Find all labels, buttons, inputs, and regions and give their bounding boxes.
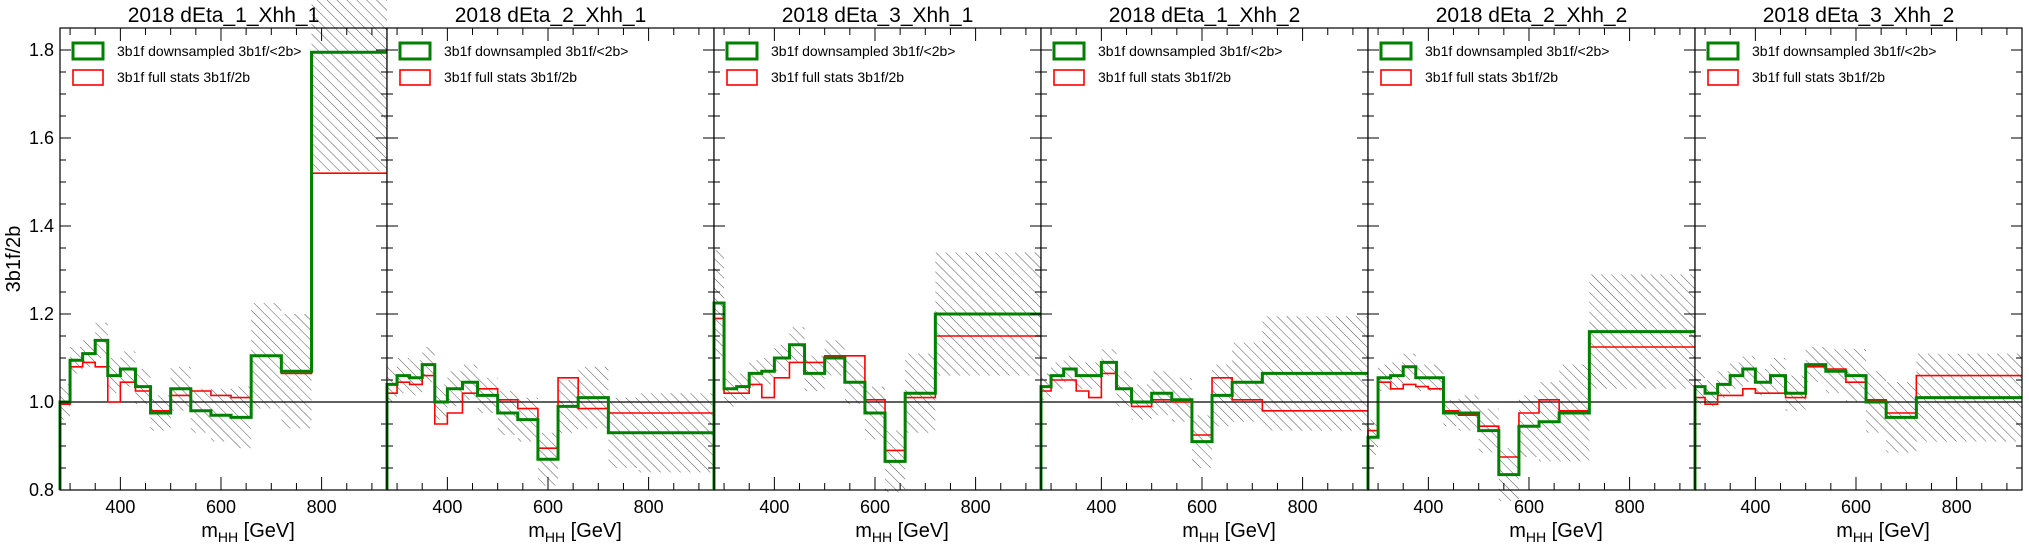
x-tick-label: 800 (1288, 497, 1318, 517)
legend: 3b1f downsampled 3b1f/<2b> 3b1f full stat… (71, 41, 301, 86)
x-axis-label: mHH [GeV] (1182, 520, 1276, 544)
series-downsampled (1693, 363, 2022, 490)
x-tick-label: 400 (432, 497, 462, 517)
x-axis-label: mHH [GeV] (528, 520, 622, 544)
panel-title: 2018 dEta_1_Xhh_2 (1109, 4, 1301, 27)
x-tick-label: 400 (105, 497, 135, 517)
x-tick-label: 800 (634, 497, 664, 517)
x-axis-label: mHH [GeV] (855, 520, 949, 544)
legend-swatch-full (1380, 69, 1412, 86)
y-tick-label: 1.4 (29, 216, 54, 236)
series-downsampled (385, 363, 714, 490)
x-tick-label: 400 (759, 497, 789, 517)
legend-swatch-full (1707, 69, 1739, 86)
legend-swatch-full (399, 69, 431, 86)
series-downsampled (58, 50, 387, 490)
legend: 3b1f downsampled 3b1f/<2b> 3b1f full stat… (398, 41, 628, 86)
panel-title: 2018 dEta_3_Xhh_2 (1763, 4, 1955, 27)
series-full (713, 317, 1041, 490)
series-downsampled (1039, 360, 1368, 490)
legend: 3b1f downsampled 3b1f/<2b> 3b1f full stat… (1379, 41, 1609, 86)
y-tick-label: 1.6 (29, 128, 54, 148)
x-tick-label: 800 (307, 497, 337, 517)
x-tick-label: 800 (961, 497, 991, 517)
legend-label-full: 3b1f full stats 3b1f/2b (1098, 69, 1231, 85)
legend-label-downsampled: 3b1f downsampled 3b1f/<2b> (1752, 43, 1936, 59)
panel-title: 2018 dEta_3_Xhh_1 (782, 4, 974, 27)
series-full (1694, 366, 2022, 490)
series-downsampled (712, 301, 1041, 490)
legend: 3b1f downsampled 3b1f/<2b> 3b1f full stat… (1052, 41, 1282, 86)
legend-label-downsampled: 3b1f downsampled 3b1f/<2b> (771, 43, 955, 59)
legend-label-full: 3b1f full stats 3b1f/2b (117, 69, 250, 85)
x-axis-label: mHH [GeV] (1836, 520, 1930, 544)
uncertainty-band-bin (346, 0, 387, 172)
legend-label-full: 3b1f full stats 3b1f/2b (444, 69, 577, 85)
y-axis-label: 3b1f/2b (3, 226, 25, 293)
x-tick-label: 600 (860, 497, 890, 517)
legend-swatch-downsampled (398, 41, 432, 61)
legend: 3b1f downsampled 3b1f/<2b> 3b1f full stat… (1706, 41, 1936, 86)
legend-swatch-downsampled (725, 41, 759, 61)
legend-label-full: 3b1f full stats 3b1f/2b (771, 69, 904, 85)
panel-2: 400 600 800 mHH [GeV] 2018 dEta_2_Xhh_1 3b1f … (385, 4, 715, 544)
x-tick-label: 600 (1841, 497, 1871, 517)
panel-5: 400 600 800 mHH [GeV] 2018 dEta_2_Xhh_2 3b1f … (1366, 4, 1696, 544)
legend-swatch-downsampled (1706, 41, 1740, 61)
x-axis-label: mHH [GeV] (1509, 520, 1603, 544)
legend-swatch-downsampled (1052, 41, 1086, 61)
x-tick-label: 600 (1514, 497, 1544, 517)
x-tick-label: 400 (1740, 497, 1770, 517)
y-tick-label: 1.2 (29, 304, 54, 324)
y-tick-label: 0.8 (29, 480, 54, 500)
x-tick-label: 600 (206, 497, 236, 517)
y-tick-label: 1.8 (29, 40, 54, 60)
legend-label-downsampled: 3b1f downsampled 3b1f/<2b> (444, 43, 628, 59)
legend-swatch-full (72, 69, 104, 86)
panel-title: 2018 dEta_1_Xhh_1 (128, 4, 320, 27)
series-downsampled (1366, 330, 1695, 490)
x-axis-label: mHH [GeV] (201, 520, 295, 544)
legend-label-full: 3b1f full stats 3b1f/2b (1752, 69, 1885, 85)
x-tick-label: 400 (1413, 497, 1443, 517)
series-full (1040, 372, 1368, 490)
panel-3: 400 600 800 mHH [GeV] 2018 dEta_3_Xhh_1 3b1f … (712, 4, 1042, 544)
series-full (1367, 346, 1695, 490)
chart-panels: 0.8 1.0 1.2 1.4 1.6 1.8 400 600 800 mHH [GeV] 2018… (29, 0, 2023, 544)
legend-label-downsampled: 3b1f downsampled 3b1f/<2b> (1098, 43, 1282, 59)
legend-label-downsampled: 3b1f downsampled 3b1f/<2b> (117, 43, 301, 59)
legend-swatch-downsampled (1379, 41, 1413, 61)
legend-swatch-downsampled (71, 41, 105, 61)
y-tick-label: 1.0 (29, 392, 54, 412)
legend-swatch-full (1053, 69, 1085, 86)
panel-4: 400 600 800 mHH [GeV] 2018 dEta_1_Xhh_2 3b1f … (1039, 4, 1369, 544)
legend-swatch-full (726, 69, 758, 86)
panel-title: 2018 dEta_2_Xhh_1 (455, 4, 647, 27)
x-tick-label: 600 (1187, 497, 1217, 517)
panel-1: 0.8 1.0 1.2 1.4 1.6 1.8 400 600 800 mHH [GeV] 2018… (29, 0, 388, 544)
panel-frame (1694, 27, 2023, 491)
legend: 3b1f downsampled 3b1f/<2b> 3b1f full stat… (725, 41, 955, 86)
panel-6: 400 600 800 mHH [GeV] 2018 dEta_3_Xhh_2 3b1f … (1693, 4, 2023, 544)
x-tick-label: 800 (1942, 497, 1972, 517)
legend-label-downsampled: 3b1f downsampled 3b1f/<2b> (1425, 43, 1609, 59)
x-tick-label: 800 (1615, 497, 1645, 517)
x-tick-label: 400 (1086, 497, 1116, 517)
legend-label-full: 3b1f full stats 3b1f/2b (1425, 69, 1558, 85)
x-tick-label: 600 (533, 497, 563, 517)
panel-title: 2018 dEta_2_Xhh_2 (1436, 4, 1628, 27)
